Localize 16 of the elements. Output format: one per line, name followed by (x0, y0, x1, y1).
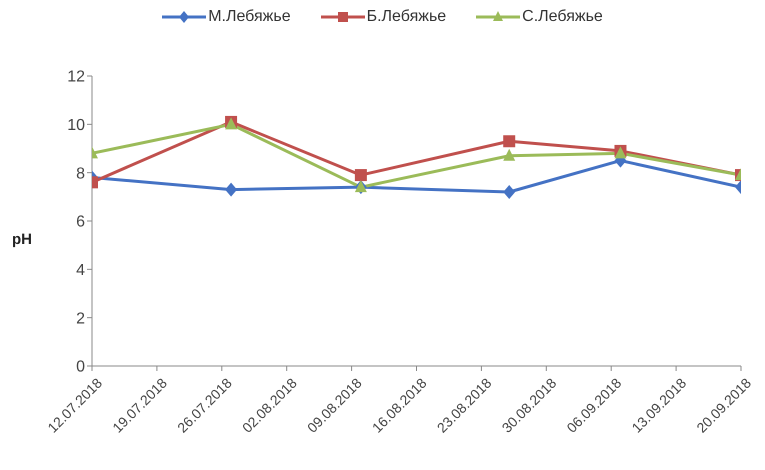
y-tick-label: 10 (67, 117, 86, 134)
legend-label: С.Лебяжье (522, 8, 603, 26)
y-tick-label: 6 (76, 214, 86, 231)
legend-label: М.Лебяжье (208, 8, 291, 26)
point (503, 185, 516, 199)
point (225, 182, 238, 197)
y-tick-label: 2 (76, 310, 86, 328)
point (503, 135, 516, 148)
y-tick-label: 4 (76, 262, 86, 280)
legend-label: Б.Лебяжье (366, 8, 446, 26)
y-axis-title: pH (12, 231, 32, 248)
point (503, 148, 516, 161)
point (354, 169, 367, 182)
y-tick-label: 12 (67, 68, 86, 86)
y-tick-label: 8 (76, 165, 86, 182)
y-tick-label: 0 (76, 358, 86, 376)
